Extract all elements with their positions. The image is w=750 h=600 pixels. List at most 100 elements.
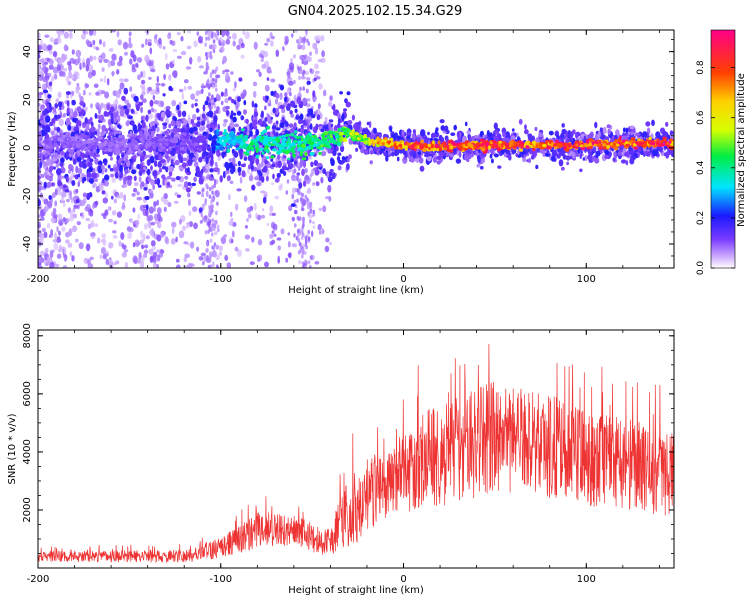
- spectrogram-cell: [138, 101, 144, 106]
- spectrogram-cell: [132, 255, 138, 264]
- spectrogram-cell: [233, 151, 239, 158]
- spectrogram-cell: [115, 166, 119, 174]
- spectrogram-cell: [144, 30, 150, 34]
- spectrogram-cell: [175, 150, 180, 154]
- spectrogram-cell: [85, 39, 90, 45]
- spectrogram-cell: [166, 175, 172, 180]
- spectrogram-cell: [253, 111, 259, 118]
- spectrogram-cell: [322, 205, 327, 213]
- spectrogram-cell: [347, 120, 353, 125]
- spectrogram-cell: [313, 160, 319, 166]
- spectrogram-cell: [231, 32, 237, 40]
- spectrogram-cell: [149, 47, 153, 55]
- spectrogram-cell: [224, 254, 229, 261]
- spectrogram-cell: [205, 55, 209, 61]
- spectrogram-cell: [210, 264, 213, 268]
- spectrogram-cell: [317, 103, 321, 110]
- spectrogram-cell: [38, 82, 41, 89]
- spectrogram-cell: [72, 207, 76, 213]
- spectrogram-cell: [102, 178, 105, 184]
- spectrogram-cell: [136, 57, 143, 63]
- spectrogram-cell: [255, 149, 259, 153]
- spectrogram-cell: [237, 96, 241, 103]
- spectrogram-cell: [185, 66, 192, 70]
- spectrogram-cell: [299, 216, 302, 221]
- spectrogram-cell: [65, 117, 71, 126]
- spectrogram-cell: [118, 55, 123, 63]
- spectrogram-cell: [90, 126, 96, 134]
- spectrogram-cell: [222, 70, 225, 75]
- spectrogram-cell: [215, 109, 219, 114]
- spectrogram-cell: [51, 182, 54, 186]
- spectrogram-cell: [231, 98, 235, 104]
- spectrogram-cell: [309, 123, 313, 130]
- spectrogram-cell: [185, 187, 191, 193]
- spectrogram-cell: [265, 175, 269, 182]
- spectrogram-cell: [38, 102, 41, 107]
- spectrogram-cell: [68, 163, 73, 170]
- spectrogram-cell: [120, 171, 123, 179]
- spectrogram-cell: [40, 216, 45, 221]
- spectrogram-cell: [167, 32, 172, 40]
- spectrogram-cell: [69, 190, 72, 197]
- spectrogram-cell: [156, 177, 161, 186]
- spectrogram-cell: [183, 241, 189, 245]
- spectrogram-cell: [373, 127, 377, 134]
- spectrogram-cell: [56, 63, 62, 72]
- spectrogram-cell: [148, 248, 154, 255]
- spectrogram-cell: [293, 160, 297, 165]
- spectrogram-cell: [215, 74, 221, 79]
- spectrogram-cell: [169, 165, 174, 173]
- spectrogram-cell: [163, 73, 167, 80]
- spectrogram-cell: [232, 116, 237, 123]
- spectrogram-cell: [140, 83, 146, 89]
- spectrogram-cell: [44, 247, 49, 254]
- spectrogram-cell: [331, 105, 336, 110]
- spectrogram-cell: [480, 158, 485, 164]
- spectrogram-cell: [200, 212, 204, 218]
- spectrogram-cell: [179, 136, 184, 140]
- spectrogram-cell: [241, 170, 246, 178]
- spectrogram-cell: [502, 131, 506, 138]
- spectrogram-cell: [168, 85, 173, 91]
- spectrogram-cell: [140, 162, 144, 166]
- spectrogram-cell: [511, 128, 515, 132]
- spectrogram-cell: [476, 163, 481, 168]
- spectrogram-cell: [313, 77, 317, 82]
- spectrogram-cell: [340, 159, 346, 164]
- spectrogram-cell: [68, 30, 74, 33]
- spectrogram-cell: [290, 58, 293, 63]
- spectrogram-cell: [225, 30, 230, 37]
- spectrogram-cell: [170, 120, 176, 127]
- spectrogram-cell: [127, 232, 132, 240]
- spectrogram-cell: [301, 119, 307, 124]
- spectrogram-cell: [124, 51, 128, 56]
- spectrogram-cell: [177, 110, 182, 118]
- spectrogram-cell: [254, 103, 258, 109]
- spectrogram-cell: [94, 158, 99, 165]
- spectrogram-cell: [237, 166, 242, 173]
- spectrogram-cell: [207, 36, 211, 41]
- spectrogram-cell: [196, 120, 201, 128]
- spectrogram-cell: [295, 115, 301, 120]
- spectrogram-cell: [344, 98, 348, 104]
- spectrogram-cell: [48, 195, 52, 200]
- spectrogram-cell: [56, 238, 62, 243]
- spectrogram-cell: [129, 58, 133, 65]
- spectrogram-cell: [75, 188, 79, 194]
- spectrogram-cell: [226, 145, 230, 149]
- spectrogram-cell: [270, 155, 275, 159]
- spectrogram-cell: [137, 74, 141, 81]
- spectrogram-cell: [192, 206, 198, 212]
- spectrogram-cell: [123, 87, 129, 95]
- spectrogram-cell: [211, 232, 214, 237]
- spectrogram-cell: [207, 130, 211, 135]
- spectrogram-cell: [105, 258, 110, 266]
- spectrogram-cell: [489, 153, 493, 159]
- spectrogram-cell: [288, 80, 294, 86]
- spectrogram-cell: [61, 226, 66, 232]
- spectrogram-cell: [276, 172, 281, 178]
- spectrogram-cell: [233, 123, 240, 128]
- spectrogram-cell: [78, 161, 84, 168]
